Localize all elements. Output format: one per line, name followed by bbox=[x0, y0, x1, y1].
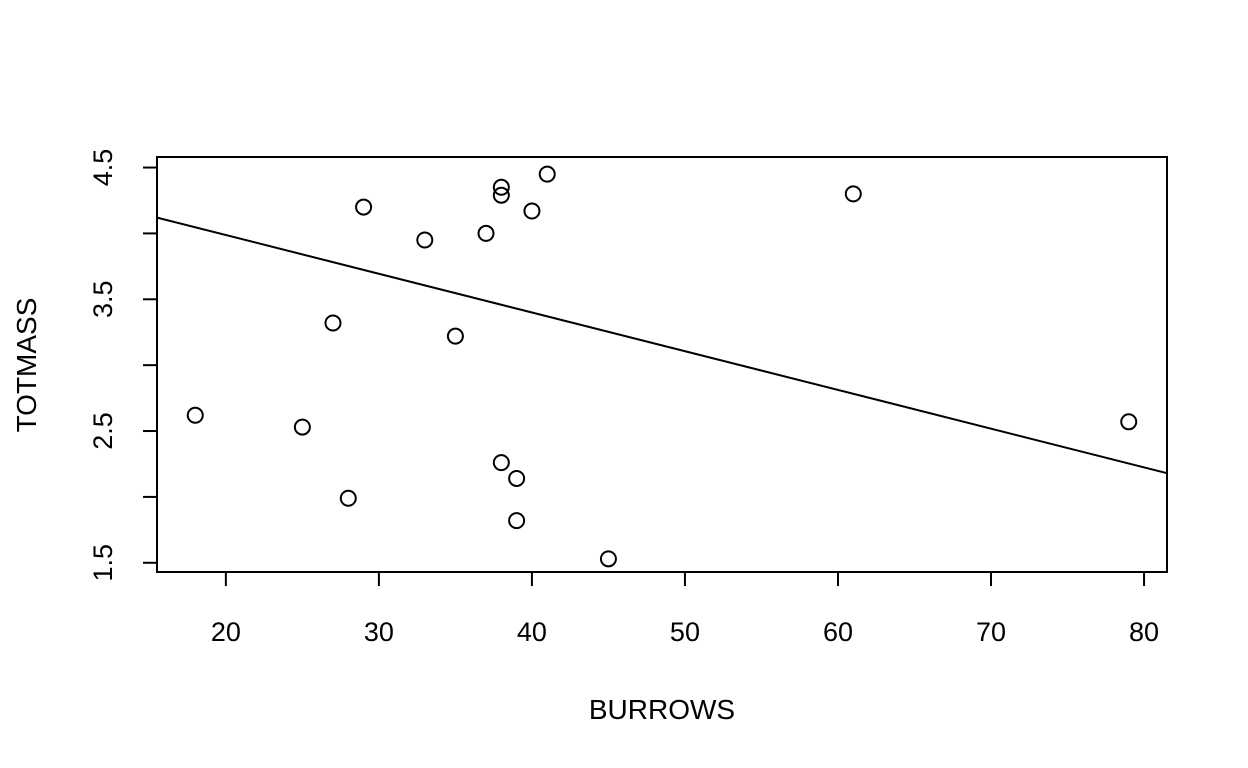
x-axis: 20 30 40 50 60 70 80 bbox=[211, 571, 1159, 647]
data-point bbox=[523, 202, 541, 220]
data-point bbox=[186, 406, 204, 424]
x-tick-label: 50 bbox=[670, 617, 700, 647]
regression-line bbox=[156, 216, 1168, 475]
x-tick-label: 40 bbox=[517, 617, 547, 647]
data-point bbox=[492, 454, 510, 472]
data-point bbox=[477, 224, 495, 242]
data-point bbox=[416, 231, 434, 249]
data-point bbox=[355, 198, 373, 216]
data-point bbox=[508, 512, 526, 530]
plot-frame bbox=[156, 156, 1168, 573]
data-point bbox=[599, 550, 617, 568]
data-point bbox=[492, 178, 510, 196]
data-point bbox=[339, 489, 357, 507]
y-axis: 1.5 2.5 3.5 4.5 bbox=[88, 149, 158, 582]
y-tick-label: 4.5 bbox=[88, 149, 118, 187]
x-tick-label: 20 bbox=[211, 617, 241, 647]
data-point bbox=[508, 469, 526, 487]
data-point bbox=[492, 186, 510, 204]
data-points bbox=[186, 165, 1138, 568]
y-tick-label: 1.5 bbox=[88, 544, 118, 582]
data-point bbox=[446, 327, 464, 345]
data-point bbox=[538, 165, 556, 183]
data-point bbox=[844, 185, 862, 203]
y-axis-title: TOTMASS bbox=[11, 298, 42, 433]
data-point bbox=[324, 314, 342, 332]
data-point bbox=[1120, 413, 1138, 431]
x-axis-title: BURROWS bbox=[589, 694, 735, 725]
y-tick-label: 3.5 bbox=[88, 281, 118, 319]
x-tick-label: 70 bbox=[976, 617, 1006, 647]
x-tick-label: 60 bbox=[823, 617, 853, 647]
y-tick-label: 2.5 bbox=[88, 412, 118, 450]
x-tick-label: 80 bbox=[1129, 617, 1159, 647]
data-point bbox=[293, 418, 311, 436]
x-tick-label: 30 bbox=[364, 617, 394, 647]
